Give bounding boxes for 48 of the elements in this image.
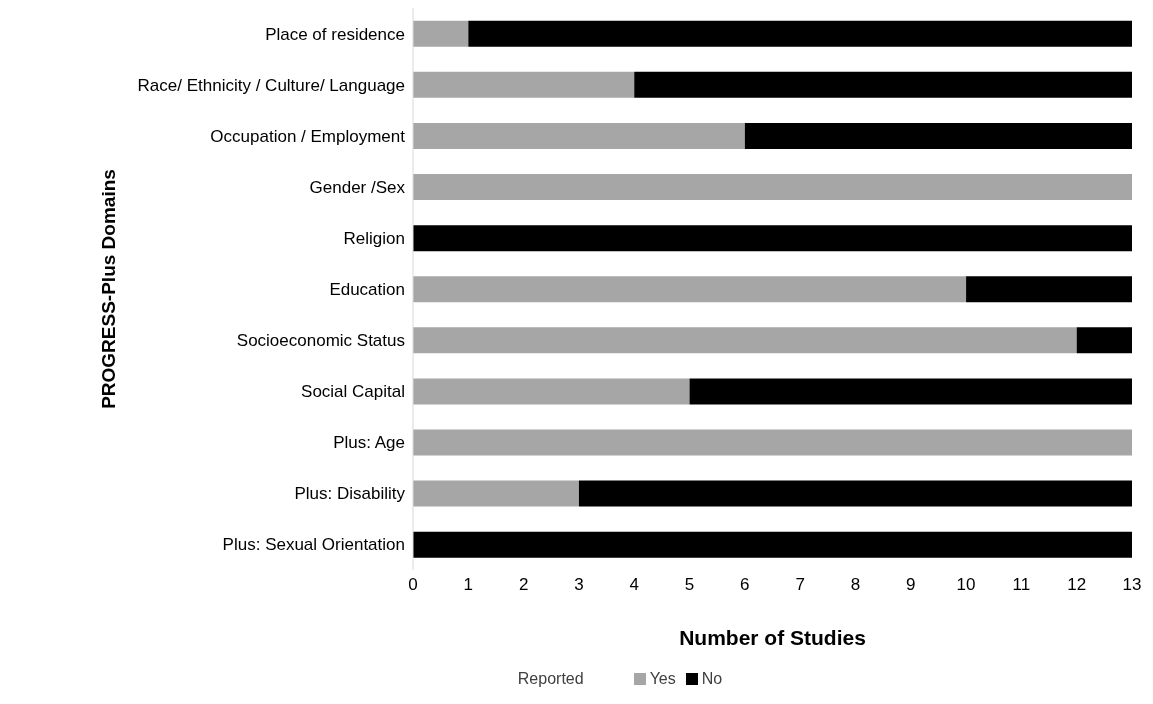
x-tick-label: 10 — [956, 575, 976, 595]
legend-label: No — [700, 670, 723, 688]
bar — [413, 429, 1132, 456]
x-tick-label: 8 — [850, 575, 861, 595]
bar — [468, 20, 1132, 47]
x-tick-label: 7 — [795, 575, 805, 595]
bar — [413, 71, 635, 98]
bar — [413, 276, 967, 303]
y-tick-label: Social Capital — [301, 382, 405, 402]
bar — [966, 276, 1132, 303]
y-tick-label: Socioeconomic Status — [236, 331, 405, 351]
x-tick-label: 2 — [518, 575, 529, 595]
y-tick-label: Religion — [343, 228, 405, 248]
x-axis-title: Number of Studies — [679, 626, 866, 649]
x-tick-label: 4 — [629, 575, 639, 595]
y-tick-label: Gender /Sex — [309, 177, 406, 197]
y-tick-label: Plus: Disability — [294, 484, 406, 504]
x-tick-label: 6 — [740, 575, 750, 595]
x-tick-label: 5 — [684, 575, 695, 595]
y-tick-label: Plus: Age — [333, 433, 405, 453]
bar — [413, 378, 690, 405]
x-tick-label: 12 — [1067, 575, 1087, 595]
bar — [413, 531, 1132, 558]
y-tick-label: Place of residence — [265, 24, 405, 44]
x-tick-label: 11 — [1012, 575, 1031, 595]
bar — [1076, 327, 1132, 354]
x-tick-label: 1 — [463, 575, 474, 595]
bar — [413, 327, 1077, 354]
bar — [689, 378, 1132, 405]
x-tick-label: 9 — [906, 575, 916, 595]
bar — [413, 480, 579, 507]
bar — [744, 122, 1132, 149]
x-tick-label: 13 — [1122, 575, 1142, 595]
y-axis-title: PROGRESS-Plus Domains — [97, 169, 119, 409]
bar — [634, 71, 1132, 98]
bar — [413, 174, 1132, 201]
x-tick-label: 0 — [408, 575, 418, 595]
y-tick-label: Plus: Sexual Orientation — [222, 535, 405, 555]
bar — [413, 122, 745, 149]
bar — [413, 225, 1132, 252]
x-tick-label: 3 — [574, 575, 584, 595]
y-tick-label: Education — [329, 280, 405, 300]
legend-label: Yes — [648, 670, 676, 688]
bar — [578, 480, 1132, 507]
bar — [413, 20, 469, 47]
y-tick-label: Race/ Ethnicity / Culture/ Language — [137, 75, 405, 95]
legend-title: Reported — [517, 670, 584, 688]
y-tick-label: Occupation / Employment — [210, 126, 406, 146]
